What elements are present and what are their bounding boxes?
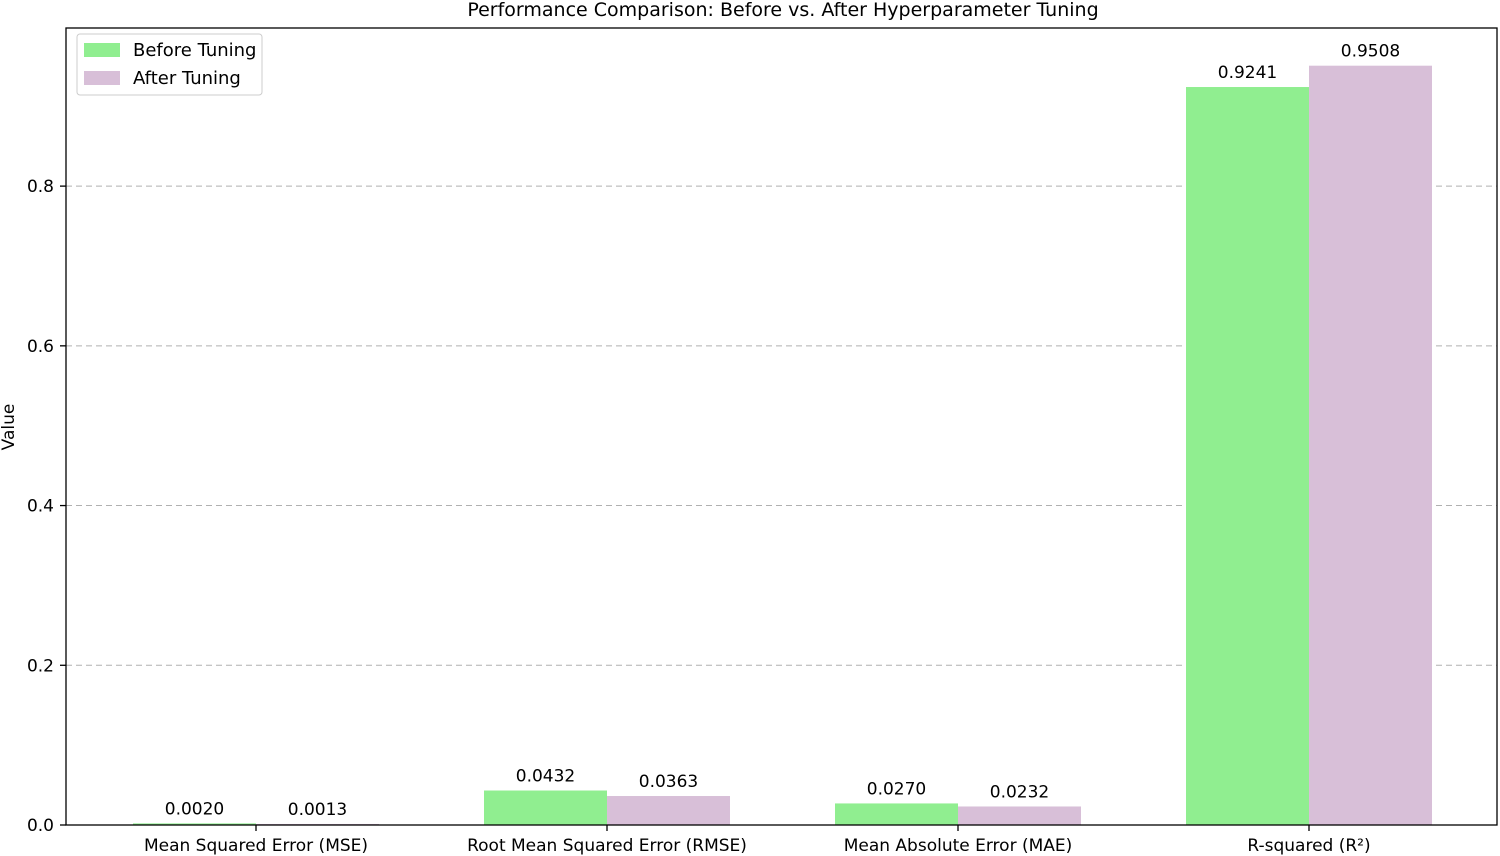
x-tick-label: Mean Absolute Error (MAE) [844,836,1073,856]
x-tick-label: Mean Squared Error (MSE) [144,836,368,856]
legend-swatch [84,71,120,85]
y-tick-label: 0.6 [27,337,54,357]
bar-value-label: 0.0432 [516,767,575,787]
bars [133,65,1432,825]
bar-value-label: 0.0013 [288,800,347,820]
bar-value-label: 0.9508 [1341,42,1400,62]
y-axis-label: Value [0,404,19,451]
legend-box [76,33,263,96]
bar-value-label: 0.0020 [165,799,224,819]
bar [1186,87,1309,825]
bar [958,806,1081,825]
bar-value-label: 0.0270 [867,779,926,799]
legend-swatch [84,43,120,57]
y-tick-label: 0.8 [27,177,54,197]
x-tick-label: Root Mean Squared Error (RMSE) [467,836,747,856]
x-axis-ticks: Mean Squared Error (MSE) Root Mean Square… [144,825,1371,856]
plot-frame [65,27,1498,826]
chart-title: Performance Comparison: Before vs. After… [467,0,1098,21]
bar [1309,65,1432,825]
x-tick-label: R-squared (R²) [1247,836,1370,856]
bar-value-label: 0.9241 [1218,63,1277,83]
bar-value-label: 0.0232 [990,782,1049,802]
legend: Before Tuning After Tuning [76,33,263,96]
bar [133,823,256,825]
y-tick-label: 0.4 [27,497,54,517]
y-axis-ticks: 0.0 0.2 0.4 0.6 0.8 [27,177,66,836]
bar [484,790,607,825]
y-tick-label: 0.0 [27,816,54,836]
legend-label: Before Tuning [133,40,257,61]
y-tick-label: 0.2 [27,656,54,676]
bar-value-label: 0.0363 [639,772,698,792]
value-labels: 0.0020 0.0013 0.0432 0.0363 0.0270 0.0232 0.92… [165,42,1400,820]
legend-label: After Tuning [133,68,241,89]
bar [607,796,730,825]
bar [835,803,958,825]
